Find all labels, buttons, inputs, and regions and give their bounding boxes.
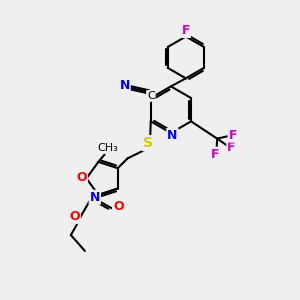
Text: F: F: [229, 129, 237, 142]
Text: O: O: [69, 210, 80, 223]
Text: O: O: [76, 171, 87, 184]
Text: S: S: [142, 136, 153, 150]
Text: N: N: [167, 129, 178, 142]
Text: CH₃: CH₃: [98, 143, 118, 153]
Text: F: F: [227, 141, 236, 154]
Text: F: F: [182, 24, 190, 37]
Text: C: C: [147, 91, 155, 101]
Text: F: F: [211, 148, 219, 161]
Text: N: N: [119, 79, 130, 92]
Text: N: N: [90, 191, 100, 204]
Text: O: O: [113, 200, 124, 213]
